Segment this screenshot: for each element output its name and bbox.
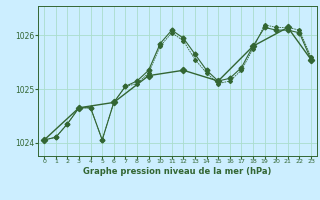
X-axis label: Graphe pression niveau de la mer (hPa): Graphe pression niveau de la mer (hPa) bbox=[84, 167, 272, 176]
